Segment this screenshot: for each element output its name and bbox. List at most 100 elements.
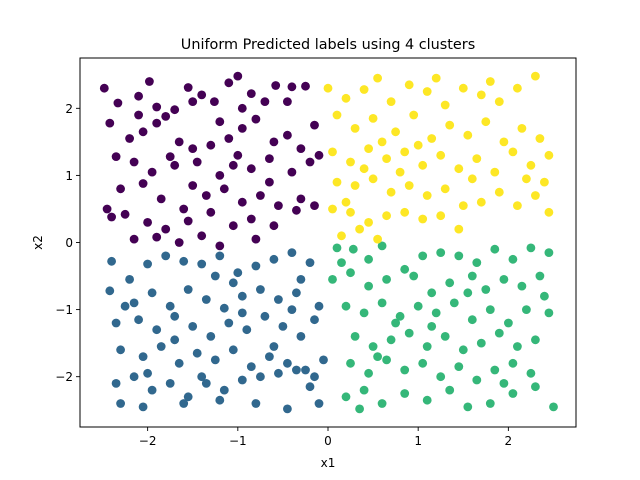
scatter-point-c3-19 — [445, 120, 455, 130]
scatter-point-c0-73 — [228, 160, 238, 170]
scatter-point-c3-16 — [391, 127, 400, 137]
scatter-point-c0-72 — [165, 152, 175, 162]
scatter-point-c3-60 — [355, 224, 364, 234]
scatter-point-c2-58 — [526, 368, 536, 378]
scatter-point-c3-61 — [373, 234, 382, 244]
scatter-point-c2-20 — [463, 288, 473, 298]
scatter-point-c3-49 — [531, 191, 540, 200]
scatter-point-c0-25 — [237, 123, 247, 133]
scatter-point-c1-48 — [111, 379, 121, 388]
scatter-point-c1-19 — [237, 291, 247, 301]
scatter-point-c0-52 — [102, 204, 112, 214]
scatter-point-c1-38 — [156, 342, 166, 351]
scatter-point-c0-75 — [265, 177, 274, 187]
scatter-point-c1-14 — [147, 288, 157, 298]
scatter-point-c3-5 — [404, 80, 414, 90]
scatter-point-c0-33 — [147, 167, 157, 177]
scatter-point-c3-8 — [458, 83, 468, 93]
chart-title: Uniform Predicted labels using 4 cluster… — [181, 37, 475, 53]
scatter-point-c3-66 — [413, 140, 423, 150]
scatter-point-c0-1 — [113, 98, 123, 108]
scatter-point-c0-8 — [197, 90, 207, 100]
scatter-point-c0-18 — [125, 134, 134, 143]
scatter-point-c1-45 — [283, 358, 292, 368]
scatter-point-c2-0 — [332, 243, 342, 253]
scatter-point-c3-31 — [436, 150, 446, 160]
scatter-point-c1-74 — [228, 278, 238, 288]
scatter-point-c3-67 — [395, 167, 405, 177]
scatter-point-c2-4 — [400, 264, 410, 274]
scatter-point-c2-33 — [485, 305, 495, 314]
scatter-point-c0-66 — [197, 231, 207, 241]
scatter-point-c1-65 — [283, 404, 292, 414]
scatter-point-c0-68 — [251, 234, 261, 244]
scatter-point-c0-54 — [143, 218, 153, 227]
y-axis: −2 −1 0 1 2 — [55, 102, 80, 384]
scatter-point-c1-24 — [111, 318, 121, 328]
x-tick-label: 1 — [414, 434, 422, 448]
scatter-point-c2-66 — [485, 399, 495, 408]
scatter-point-c2-41 — [422, 342, 432, 351]
scatter-point-c2-75 — [427, 322, 437, 331]
scatter-point-c2-23 — [517, 281, 527, 291]
scatter-point-c3-10 — [494, 97, 504, 106]
scatter-point-c2-52 — [418, 358, 428, 368]
scatter-point-c0-35 — [192, 157, 202, 167]
scatter-point-c0-43 — [138, 179, 148, 188]
scatter-point-c3-44 — [440, 184, 450, 194]
scatter-point-c1-27 — [170, 311, 180, 321]
scatter-point-c2-36 — [544, 308, 554, 318]
scatter-point-c3-70 — [359, 164, 369, 174]
scatter-point-c3-46 — [476, 197, 486, 207]
scatter-point-c3-22 — [499, 137, 509, 147]
scatter-point-c0-71 — [310, 120, 319, 130]
scatter-point-c2-10 — [508, 254, 518, 264]
scatter-point-c1-5 — [197, 259, 207, 269]
scatter-point-c1-63 — [215, 395, 225, 405]
scatter-point-c1-58 — [292, 365, 301, 375]
scatter-point-c2-5 — [418, 251, 428, 261]
scatter-point-c0-48 — [237, 197, 247, 207]
scatter-point-c3-50 — [544, 207, 554, 217]
scatter-point-c2-21 — [481, 285, 491, 294]
scatter-point-c1-64 — [251, 399, 261, 408]
scatter-point-c1-36 — [116, 345, 125, 355]
scatter-point-c0-15 — [287, 82, 297, 92]
scatter-point-c2-71 — [467, 271, 477, 281]
scatter-point-c2-48 — [346, 358, 355, 368]
scatter-point-c1-2 — [143, 259, 153, 269]
scatter-point-c1-31 — [242, 325, 252, 335]
scatter-point-c0-74 — [107, 212, 116, 222]
scatter-point-c1-62 — [179, 399, 189, 408]
scatter-point-c3-54 — [382, 211, 391, 221]
scatter-point-c0-2 — [134, 91, 144, 101]
scatter-point-c1-66 — [314, 399, 324, 408]
scatter-point-c2-68 — [549, 402, 558, 412]
scatter-point-c1-34 — [296, 332, 306, 341]
scatter-point-c3-65 — [522, 174, 531, 184]
scatter-point-c0-6 — [170, 105, 180, 115]
scatter-point-c0-78 — [215, 117, 225, 127]
scatter-point-c0-7 — [183, 83, 193, 92]
scatter-point-c3-55 — [400, 207, 410, 217]
scatter-point-c2-7 — [454, 251, 464, 261]
y-tick-label: 1 — [65, 169, 73, 183]
y-tick-label: 0 — [65, 236, 73, 250]
scatter-point-c0-19 — [138, 127, 148, 137]
scatter-point-c3-68 — [540, 177, 549, 187]
scatter-point-c1-77 — [210, 271, 220, 281]
scatter-point-c3-11 — [513, 83, 522, 93]
scatter-point-c2-67 — [508, 389, 518, 398]
scatter-point-c3-6 — [422, 87, 432, 96]
scatter-point-c3-0 — [323, 83, 333, 93]
scatter-point-c3-40 — [368, 174, 378, 184]
scatter-point-c0-58 — [228, 221, 238, 231]
scatter-point-c3-32 — [454, 164, 464, 174]
scatter-point-c1-7 — [233, 268, 243, 278]
scatter-point-c2-60 — [359, 385, 369, 395]
scatter-point-c0-28 — [283, 130, 292, 140]
scatter-point-c0-29 — [296, 144, 306, 154]
scatter-point-c2-76 — [337, 258, 346, 267]
scatter-point-c2-39 — [386, 335, 396, 345]
scatter-point-c2-31 — [449, 298, 459, 308]
